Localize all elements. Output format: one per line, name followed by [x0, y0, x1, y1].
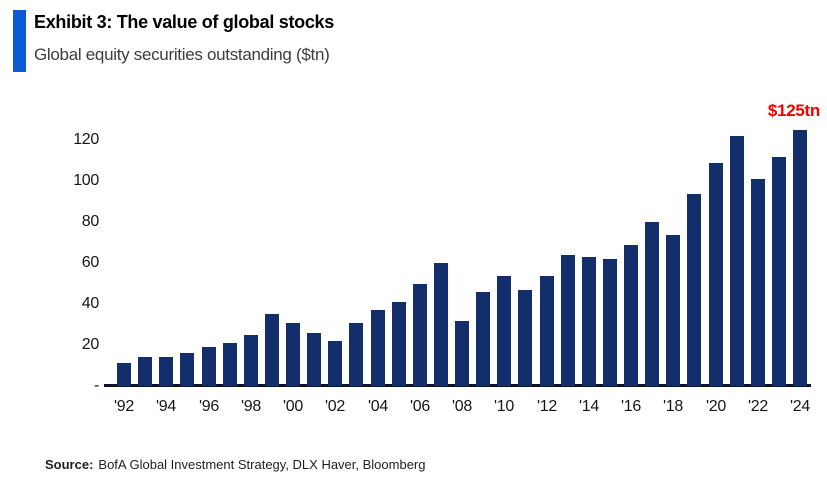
- bar-06: [413, 284, 427, 386]
- bar-12: [540, 276, 554, 386]
- bar-11: [518, 290, 532, 386]
- bar-08: [455, 321, 469, 386]
- bar-01: [307, 333, 321, 386]
- peak-value-annotation: $125tn: [767, 101, 820, 120]
- bar-24: [793, 130, 807, 386]
- bar-09: [476, 292, 490, 386]
- source-text: BofA Global Investment Strategy, DLX Hav…: [98, 457, 426, 472]
- bar-03: [349, 323, 363, 386]
- y-tick-0: -: [93, 377, 99, 394]
- x-tick-20: '20: [706, 398, 726, 415]
- bar-15: [603, 259, 617, 386]
- bar-22: [751, 179, 765, 386]
- bar-92: [117, 363, 131, 386]
- source-label: Source:: [45, 457, 94, 472]
- x-tick-06: '06: [410, 398, 430, 415]
- bar-98: [244, 335, 258, 386]
- x-tick-10: '10: [494, 398, 514, 415]
- bar-07: [434, 263, 448, 386]
- exhibit-title: Exhibit 3: The value of global stocks: [34, 12, 334, 32]
- x-tick-94: '94: [156, 398, 176, 415]
- bar-16: [624, 245, 638, 386]
- y-tick-60: 60: [81, 254, 100, 271]
- bar-96: [202, 347, 216, 386]
- y-tick-40: 40: [81, 295, 100, 312]
- bar-14: [582, 257, 596, 386]
- x-tick-00: '00: [283, 398, 303, 415]
- bar-21: [730, 136, 744, 386]
- y-tick-20: 20: [81, 336, 100, 353]
- y-tick-120: 120: [73, 131, 99, 148]
- bar-10: [497, 276, 511, 386]
- bar-23: [772, 157, 786, 386]
- x-tick-08: '08: [452, 398, 472, 415]
- bar-95: [180, 353, 194, 386]
- x-tick-24: '24: [790, 398, 810, 415]
- x-tick-98: '98: [241, 398, 261, 415]
- bar-93: [138, 357, 152, 386]
- x-tick-22: '22: [748, 398, 768, 415]
- bar-19: [687, 194, 701, 386]
- bar-18: [666, 235, 680, 386]
- bar-97: [223, 343, 237, 386]
- bar-04: [371, 310, 385, 386]
- x-tick-16: '16: [621, 398, 641, 415]
- source-line: Source: BofA Global Investment Strategy, …: [45, 457, 426, 472]
- bar-17: [645, 222, 659, 386]
- bar-94: [159, 357, 173, 386]
- x-tick-92: '92: [114, 398, 134, 415]
- x-tick-18: '18: [663, 398, 683, 415]
- x-tick-02: '02: [325, 398, 345, 415]
- x-tick-14: '14: [579, 398, 599, 415]
- bar-13: [561, 255, 575, 386]
- bar-20: [709, 163, 723, 386]
- x-tick-04: '04: [368, 398, 388, 415]
- exhibit-subtitle: Global equity securities outstanding ($t…: [34, 45, 330, 64]
- y-tick-100: 100: [73, 172, 99, 189]
- y-tick-80: 80: [81, 213, 100, 230]
- bar-02: [328, 341, 342, 386]
- bar-05: [392, 302, 406, 386]
- bar-99: [265, 314, 279, 386]
- bar-00: [286, 323, 300, 386]
- header-accent-bar: [13, 10, 26, 72]
- x-tick-12: '12: [537, 398, 557, 415]
- x-tick-96: '96: [199, 398, 219, 415]
